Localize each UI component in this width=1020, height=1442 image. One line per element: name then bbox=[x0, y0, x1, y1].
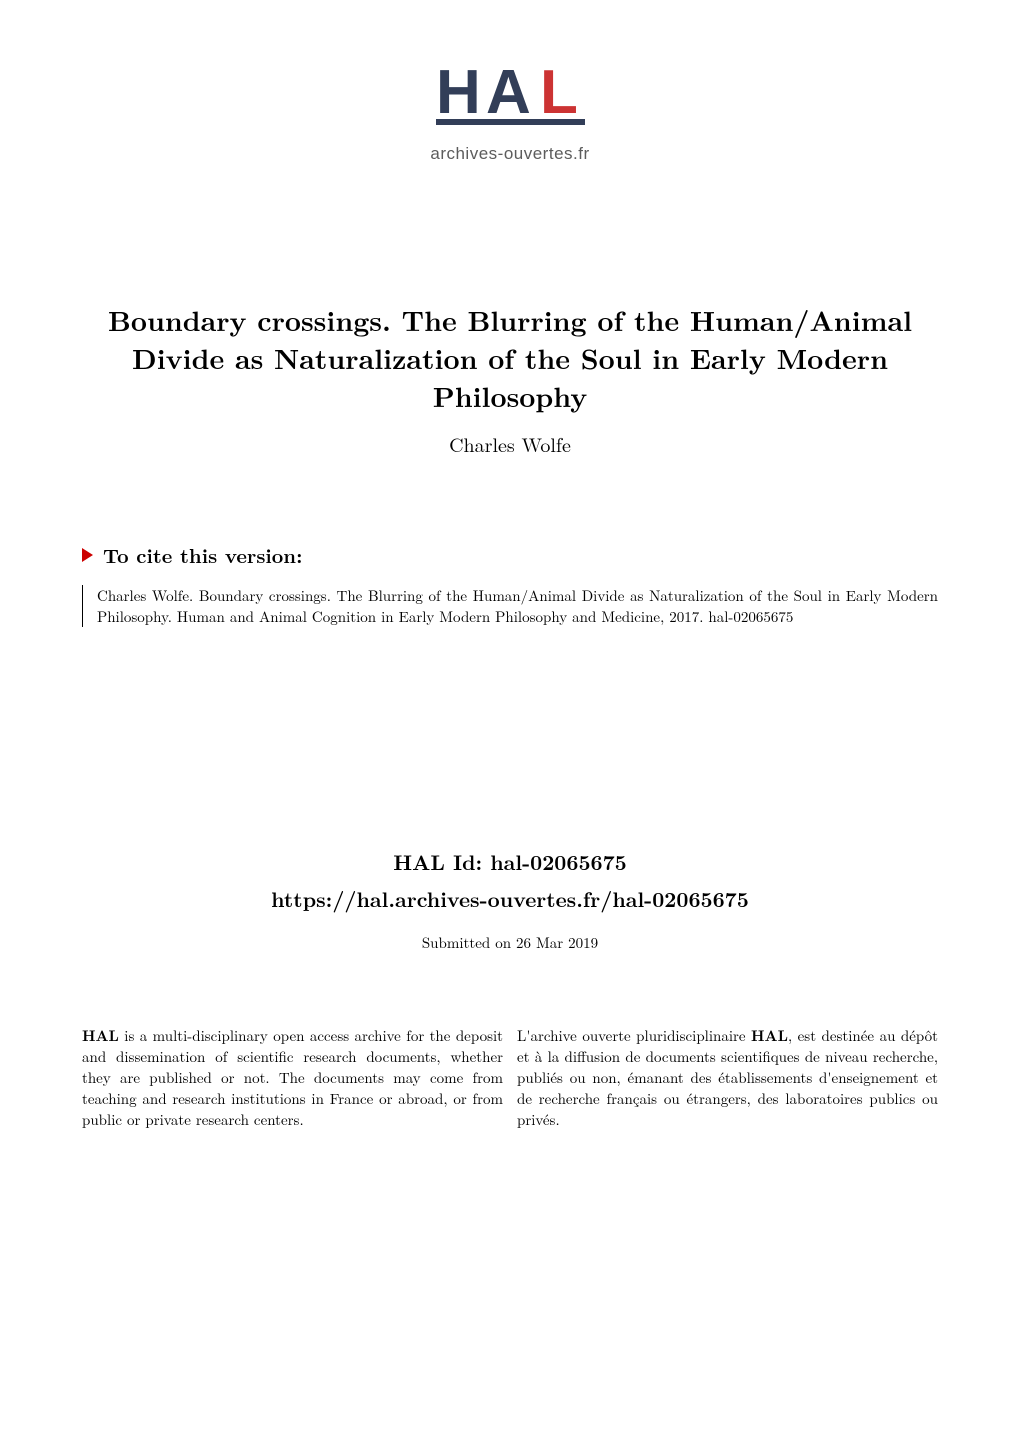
title-section: Boundary crossings. The Blurring of the … bbox=[0, 302, 1020, 458]
svg-text:L: L bbox=[540, 58, 578, 127]
description-left-text: is a multi-disciplinary open access arch… bbox=[82, 1025, 503, 1130]
citation-text: Charles Wolfe. Boundary crossings. The B… bbox=[82, 585, 938, 627]
svg-text:H: H bbox=[436, 58, 481, 127]
cite-header: To cite this version: bbox=[82, 540, 938, 569]
hal-bold-left: HAL bbox=[82, 1025, 119, 1046]
triangle-marker-icon bbox=[82, 548, 93, 562]
citation-section: To cite this version: Charles Wolfe. Bou… bbox=[0, 540, 1020, 627]
hal-id-section: HAL Id: hal-02065675 https://hal.archive… bbox=[0, 847, 1020, 953]
hal-logo: H A L bbox=[433, 55, 588, 133]
paper-title: Boundary crossings. The Blurring of the … bbox=[80, 302, 940, 415]
description-section: HAL is a multi-disciplinary open access … bbox=[0, 1025, 1020, 1130]
hal-logo-section: H A L archives-ouvertes.fr bbox=[0, 0, 1020, 164]
description-right-column: L'archive ouverte pluridisciplinaire HAL… bbox=[517, 1025, 938, 1130]
submitted-date: Submitted on 26 Mar 2019 bbox=[0, 932, 1020, 953]
cite-title: To cite this version: bbox=[103, 540, 302, 569]
author-name: Charles Wolfe bbox=[80, 429, 940, 458]
hal-url: https://hal.archives-ouvertes.fr/hal-020… bbox=[0, 884, 1020, 914]
svg-text:A: A bbox=[486, 58, 531, 127]
description-right-prefix: L'archive ouverte pluridisciplinaire bbox=[517, 1025, 751, 1046]
logo-subtitle: archives-ouvertes.fr bbox=[0, 144, 1020, 164]
hal-bold-right: HAL bbox=[751, 1025, 788, 1046]
hal-id-label: HAL Id: hal-02065675 bbox=[0, 847, 1020, 877]
description-left-column: HAL is a multi-disciplinary open access … bbox=[82, 1025, 503, 1130]
